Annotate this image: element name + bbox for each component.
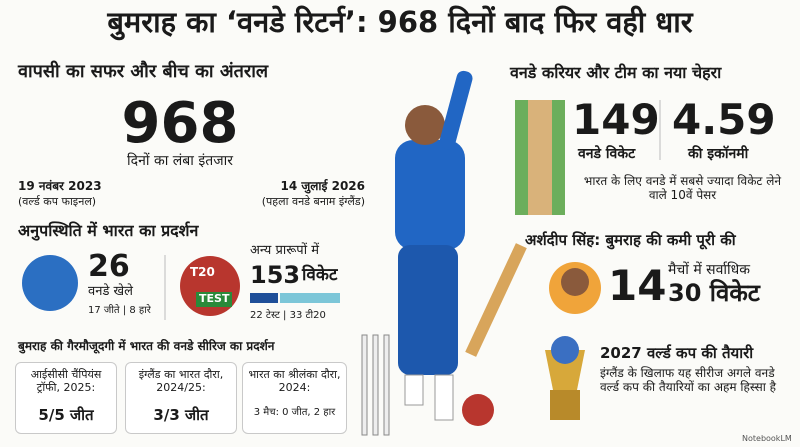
brand: NotebookLM <box>742 434 792 443</box>
big-number: 968 <box>121 91 239 156</box>
player <box>395 70 473 421</box>
ball-icon <box>22 255 78 311</box>
stumps <box>361 334 390 436</box>
card-title: भारत का श्रीलंका दौरा, 2024: <box>248 368 341 394</box>
date: 19 नवंबर 2023 <box>18 179 102 193</box>
card-title: आईसीसी चैंपियंस ट्रॉफी, 2025: <box>30 368 102 394</box>
heading: वनडे करियर और टीम का नया चेहरा <box>510 63 722 82</box>
stat-number: 4.59 <box>672 95 776 144</box>
stat-number: 153 <box>250 261 301 289</box>
card-title: इंग्लैंड का भारत दौरा, 2024/25: <box>138 368 224 394</box>
title: बुमराह का ‘वनडे रिटर्न’: 968 दिनों बाद फ… <box>107 5 693 39</box>
heading: अनुपस्थिति में भारत का प्रदर्शन <box>18 221 199 240</box>
series-card: इंग्लैंड का भारत दौरा, 2024/25: 3/3 जीत <box>125 362 237 434</box>
card-result: 3 मैच: 0 जीत, 2 हार <box>253 407 336 418</box>
stat-label: अन्य प्रारूपों में <box>250 243 319 258</box>
series-card: भारत का श्रीलंका दौरा, 2024: 3 मैच: 0 जी… <box>242 362 347 434</box>
stat-label: मैचों में सर्वाधिक <box>668 262 751 278</box>
date: 14 जुलाई 2026 <box>280 179 366 193</box>
bar <box>250 293 278 303</box>
card-result: 5/5 जीत <box>38 406 94 424</box>
trophy <box>551 336 579 364</box>
badge: T20 <box>190 265 215 279</box>
stat-label: विकेट <box>302 265 338 285</box>
stat-label: वनडे खेले <box>88 284 133 299</box>
note: भारत के लिए वनडे में सबसे ज्यादा विकेट ल… <box>583 174 782 202</box>
bar <box>280 293 340 303</box>
heading: वापसी का सफर और बीच का अंतराल <box>18 61 269 82</box>
trophy <box>550 390 580 420</box>
stat-label: 30 विकेट <box>668 279 760 307</box>
stat-number: 149 <box>572 95 660 144</box>
stat-number: 26 <box>88 249 130 284</box>
card-result: 3/3 जीत <box>153 406 209 424</box>
stat-label: वनडे विकेट <box>578 146 636 162</box>
series-card: आईसीसी चैंपियंस ट्रॉफी, 2025: 5/5 जीत <box>15 362 117 434</box>
date-note: (पहला वनडे बनाम इंग्लैंड) <box>261 195 365 208</box>
stat-number: 14 <box>608 261 667 310</box>
date-note: (वर्ल्ड कप फाइनल) <box>18 195 97 208</box>
pitch <box>528 100 552 215</box>
heading: बुमराह की गैरमौजूदगी में भारत की वनडे सी… <box>18 339 275 353</box>
note: इंग्लैंड के खिलाफ यह सीरीज अगले वनडे वर्… <box>600 366 777 394</box>
stat-note: 17 जीते | 8 हारे <box>88 305 151 316</box>
stat-label: की इकॉनमी <box>688 146 749 162</box>
badge: TEST <box>196 292 233 307</box>
ball <box>462 394 494 426</box>
caption: दिनों का लंबा इंतजार <box>127 153 233 169</box>
heading: 2027 वर्ल्ड कप की तैयारी <box>600 344 754 362</box>
arshdeep-icon <box>561 268 589 296</box>
bat <box>465 243 527 357</box>
trophy <box>545 350 585 390</box>
stat-note: 22 टेस्ट | 33 टी20 <box>250 310 326 321</box>
heading: अर्शदीप सिंह: बुमराह की कमी पूरी की <box>525 231 736 249</box>
